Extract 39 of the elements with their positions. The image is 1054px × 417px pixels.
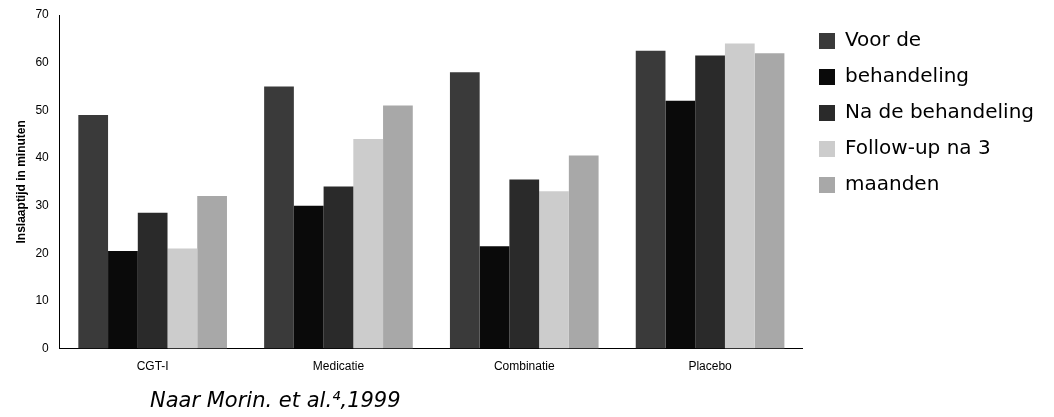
y-tick-label: 20 xyxy=(35,245,50,260)
y-tick-label: 40 xyxy=(35,150,50,165)
legend-label: Voor de xyxy=(844,27,922,52)
bar xyxy=(539,191,569,349)
bar xyxy=(695,55,725,349)
x-tick-label: Medicatie xyxy=(312,359,365,374)
x-tick-label: Combinatie xyxy=(493,359,555,374)
bar xyxy=(635,50,666,349)
bar xyxy=(665,100,696,349)
bar xyxy=(293,205,324,349)
x-tick-label: Placebo xyxy=(688,359,733,374)
y-tick-label: 60 xyxy=(35,54,50,69)
bar xyxy=(353,138,384,349)
legend-label: behandeling xyxy=(844,63,970,88)
bar xyxy=(509,179,540,349)
bar xyxy=(323,186,354,349)
bar xyxy=(197,196,227,349)
bar xyxy=(479,246,510,349)
y-tick-label: 0 xyxy=(42,340,50,355)
bar xyxy=(264,86,294,349)
x-tick-label: CGT-I xyxy=(136,359,169,374)
bar xyxy=(449,72,480,349)
bar xyxy=(754,53,785,349)
bar xyxy=(167,248,198,349)
y-tick-label: 70 xyxy=(35,7,50,22)
y-axis-title: Inslaaptijd in minuten xyxy=(13,120,28,244)
bar xyxy=(137,212,168,349)
y-tick-label: 30 xyxy=(35,197,50,212)
bar xyxy=(724,43,755,349)
legend-label: Na de behandeling xyxy=(844,99,1035,124)
y-tick-label: 50 xyxy=(35,102,50,117)
bar xyxy=(383,105,413,349)
legend-label: Follow-up na 3 xyxy=(844,135,991,160)
legend-label: maanden xyxy=(844,171,940,196)
y-tick-label: 10 xyxy=(35,293,50,308)
bar xyxy=(568,155,599,349)
text: Naar Morin. et al.⁴,1999 xyxy=(150,387,401,412)
bar xyxy=(78,115,109,349)
bar xyxy=(108,250,138,349)
